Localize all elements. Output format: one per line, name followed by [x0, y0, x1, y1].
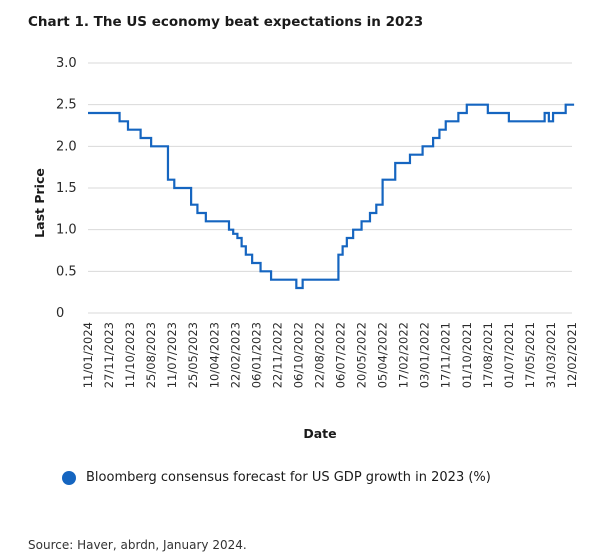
x-tick-labels: 11/01/2024 27/11/2023 11/10/2023 25/08/2023… [81, 322, 579, 388]
x-tick-label: 06/07/2022 [334, 322, 348, 388]
x-tick-label: 06/10/2022 [291, 322, 305, 388]
x-tick-label: 20/05/2022 [355, 322, 369, 388]
x-tick-label: 01/10/2021 [460, 322, 474, 388]
series-lines [88, 103, 575, 290]
x-tick-label: 31/03/2021 [544, 322, 558, 388]
x-tick-label: 22/02/2023 [228, 322, 242, 388]
y-tick-label: 1.5 [56, 181, 77, 196]
y-tick-label: 0.5 [56, 264, 77, 279]
y-tick-label: 0 [56, 306, 64, 321]
x-tick-label: 25/08/2023 [144, 322, 158, 388]
x-tick-label: 22/11/2022 [270, 322, 284, 388]
x-tick-label: 11/01/2024 [81, 322, 95, 388]
y-tick-labels: 0 0.5 1.0 1.5 2.0 2.5 3.0 [56, 56, 77, 321]
x-tick-label: 05/04/2022 [376, 322, 390, 388]
x-tick-label: 12/02/2021 [565, 322, 579, 388]
x-tick-label: 25/05/2023 [186, 322, 200, 388]
legend: Bloomberg consensus forecast for US GDP … [62, 470, 491, 485]
x-tick-label: 17/11/2021 [439, 322, 453, 388]
x-axis-label: Date [303, 426, 336, 441]
y-tick-label: 3.0 [56, 56, 77, 71]
x-tick-label: 01/07/2021 [502, 322, 516, 388]
x-tick-label: 17/02/2022 [397, 322, 411, 388]
x-tick-label: 11/10/2023 [123, 322, 137, 388]
series-line [88, 103, 575, 290]
chart-title: Chart 1. The US economy beat expectation… [28, 14, 424, 30]
legend-label: Bloomberg consensus forecast for US GDP … [86, 470, 491, 485]
line-chart: 0 0.5 1.0 1.5 2.0 2.5 3.0 11/01/2024 27/11/2023… [32, 56, 579, 441]
x-tick-label: 22/08/2022 [312, 322, 326, 388]
legend-marker [62, 470, 76, 485]
y-axis-label: Last Price [32, 168, 47, 238]
source-note: Source: Haver, abrdn, January 2024. [28, 538, 247, 552]
x-tick-label: 17/05/2021 [523, 322, 537, 388]
x-tick-label: 10/04/2023 [207, 322, 221, 388]
gridlines [88, 62, 572, 314]
y-tick-label: 2.0 [56, 139, 77, 154]
x-tick-label: 03/01/2022 [418, 322, 432, 388]
x-tick-label: 17/08/2021 [481, 322, 495, 388]
y-tick-label: 1.0 [56, 223, 77, 238]
x-tick-label: 06/01/2023 [249, 322, 263, 388]
x-tick-label: 11/07/2023 [165, 322, 179, 388]
y-tick-label: 2.5 [56, 98, 77, 113]
x-tick-label: 27/11/2023 [102, 322, 116, 388]
